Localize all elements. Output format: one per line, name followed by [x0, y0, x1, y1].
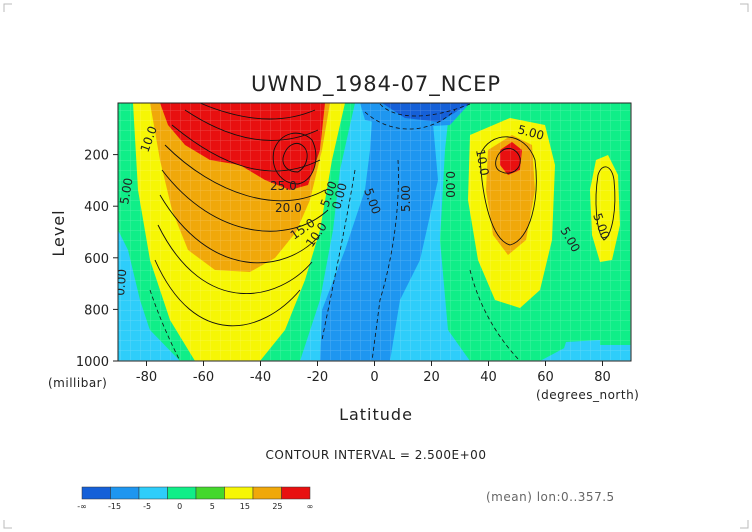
contour-label: 25.0: [270, 179, 297, 193]
colorbar-swatch: [110, 486, 140, 500]
colorbar-swatch: [195, 486, 225, 500]
x-tick-label: 60: [537, 370, 554, 385]
x-tick-label: 80: [594, 370, 611, 385]
colorbar: -∞ -15 -5 0 5 15 25 ∞: [77, 486, 314, 511]
x-axis: -80 -60 -40 -20 0 20 40 60 80: [136, 361, 611, 385]
contour-label: 0.00: [443, 171, 457, 198]
contour-label: 20.0: [275, 201, 302, 215]
x-tick-label: 0: [370, 370, 378, 385]
x-tick-label: -20: [307, 370, 328, 385]
colorbar-swatch: [167, 486, 197, 500]
colorbar-label: 5: [210, 502, 215, 511]
x-tick-label: 40: [480, 370, 497, 385]
y-tick-label: 600: [84, 252, 109, 267]
footnote: (mean) lon:0..357.5: [486, 490, 615, 504]
colorbar-swatch: [281, 486, 311, 500]
contour-interval-note: CONTOUR INTERVAL = 2.500E+00: [266, 448, 487, 462]
colorbar-swatch: [252, 486, 282, 500]
plot-area: 10.0 5.00 0.00 25.0 20.0 15.0 10.0 5.00 …: [113, 103, 631, 361]
x-tick-label: 20: [423, 370, 440, 385]
contour-label: 0.00: [329, 181, 349, 210]
y-axis-unit: (millibar): [48, 376, 107, 390]
colorbar-label: 25: [272, 502, 282, 511]
x-tick-label: -80: [136, 370, 157, 385]
colorbar-label: ∞: [307, 502, 314, 511]
y-tick-label: 400: [84, 200, 109, 215]
x-axis-label: Latitude: [339, 405, 413, 424]
contour-label: 10.0: [473, 148, 491, 177]
y-tick-label: 1000: [76, 355, 109, 370]
y-axis: 200 400 600 800 1000: [76, 149, 118, 370]
colorbar-swatch: [81, 486, 111, 500]
colorbar-swatch: [224, 486, 254, 500]
y-axis-label: Level: [49, 209, 68, 256]
crop-marks: [3, 3, 749, 529]
contour-lines: [154, 103, 616, 327]
contour-label: 5.00: [516, 122, 545, 142]
colorbar-swatch: [138, 486, 168, 500]
y-tick-label: 200: [84, 149, 109, 164]
chart-title: UWND_1984-07_NCEP: [251, 72, 501, 97]
contour-label: 5.00: [117, 177, 135, 206]
colorbar-label: -15: [108, 502, 121, 511]
x-axis-unit: (degrees_north): [536, 388, 639, 402]
x-tick-label: -40: [250, 370, 271, 385]
dashed-contours: [149, 103, 521, 361]
colorbar-label: -5: [143, 502, 151, 511]
colorbar-label: 15: [240, 502, 250, 511]
x-tick-label: -60: [193, 370, 214, 385]
contour-label: 0.00: [113, 268, 129, 296]
y-tick-label: 800: [84, 303, 109, 318]
contour-label: 5.00: [399, 185, 413, 212]
colorbar-label: 0: [177, 502, 182, 511]
colorbar-label: -∞: [77, 502, 87, 511]
grid-overlay: [118, 103, 631, 361]
